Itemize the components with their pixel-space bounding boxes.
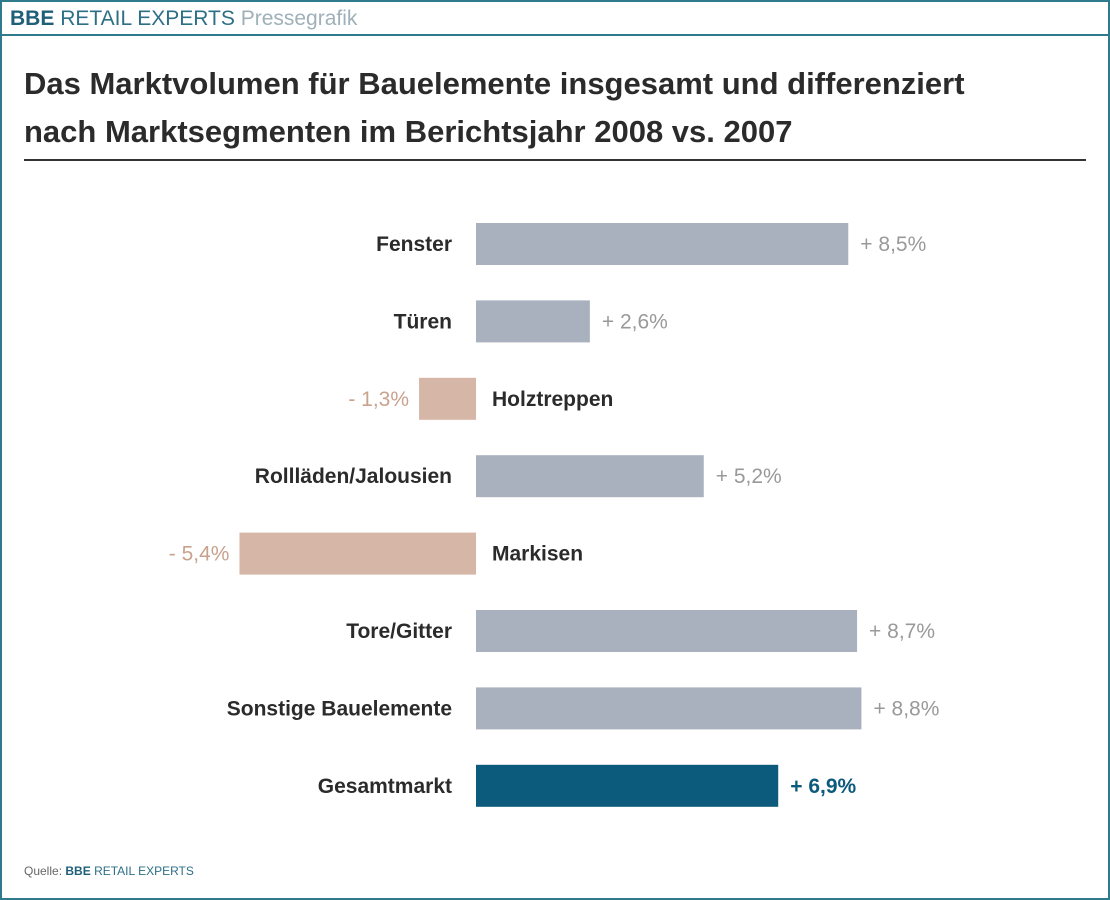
- source-note: Quelle: BBE RETAIL EXPERTS: [24, 864, 194, 878]
- header-bar: BBE RETAIL EXPERTS Pressegrafik: [2, 2, 1108, 36]
- value-label: + 2,6%: [602, 310, 668, 333]
- source-label: Quelle:: [24, 864, 63, 878]
- bar-1: [476, 300, 590, 343]
- category-label: Gesamtmarkt: [318, 775, 452, 798]
- value-label: + 8,7%: [869, 620, 935, 643]
- category-label: Fenster: [376, 233, 452, 256]
- category-label: Holztreppen: [492, 388, 613, 411]
- bar-6: [476, 687, 862, 730]
- source-brand-bold: BBE: [65, 864, 91, 878]
- category-label: Rollläden/Jalousien: [255, 465, 452, 488]
- bar-7: [476, 764, 779, 807]
- category-label: Markisen: [492, 543, 583, 566]
- value-label: + 6,9%: [790, 775, 856, 798]
- chart-title: Das Marktvolumen für Bauelemente insgesa…: [24, 60, 1094, 156]
- bar-5: [476, 610, 858, 652]
- bar-chart: Fenster + 8,5% Türen + 2,6% Holztreppen - 1,3…: [169, 223, 939, 807]
- category-label: Tore/Gitter: [346, 620, 452, 643]
- title-line-2: nach Marktsegmenten im Berichtsjahr 2008…: [24, 114, 793, 149]
- bar-3: [476, 455, 704, 498]
- bar-2: [419, 377, 476, 420]
- brand-bold: BBE: [10, 7, 55, 30]
- source-brand: RETAIL EXPERTS: [94, 864, 194, 878]
- bar-0: [476, 223, 849, 265]
- value-label: - 1,3%: [348, 388, 409, 411]
- title-line-1: Das Marktvolumen für Bauelemente insgesa…: [24, 66, 965, 101]
- value-label: + 5,2%: [716, 465, 782, 488]
- bar-4: [239, 532, 476, 575]
- value-label: + 8,5%: [860, 233, 926, 256]
- header-tag: Pressegrafik: [240, 7, 358, 30]
- value-label: - 5,4%: [169, 543, 230, 566]
- category-label: Sonstige Bauelemente: [227, 697, 452, 720]
- value-label: + 8,8%: [873, 697, 939, 720]
- brand-name: RETAIL EXPERTS: [60, 7, 235, 30]
- title-rule: [24, 159, 1086, 161]
- category-label: Türen: [394, 310, 452, 333]
